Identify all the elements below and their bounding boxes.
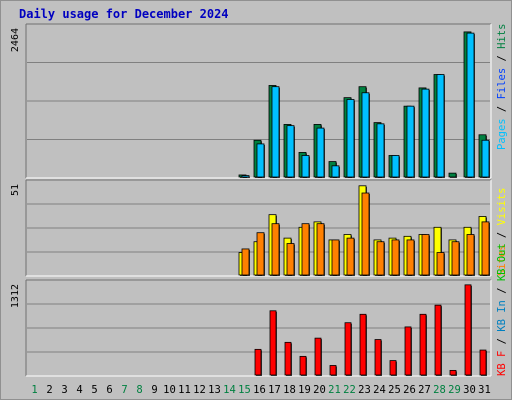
bar-pages-day-25 <box>391 155 400 178</box>
bar-kbf-day-23 <box>359 313 367 376</box>
x-tick-label-day-30: 30 <box>463 384 476 396</box>
bar-sites-day-22 <box>346 237 355 276</box>
bar-sites-day-28 <box>436 252 445 276</box>
bar-sites-day-31 <box>481 221 490 276</box>
bar-sites-day-20 <box>316 223 325 276</box>
bar-kbf-day-22 <box>344 322 352 376</box>
bar-kbf-day-29 <box>449 369 457 376</box>
x-tick-label-day-14: 14 <box>223 384 236 396</box>
bar-kbf-day-17 <box>269 310 277 376</box>
x-tick-label-day-16: 16 <box>253 384 266 396</box>
bar-pages-day-28 <box>436 74 445 178</box>
bar-pages-day-23 <box>361 92 370 178</box>
bar-pages-day-19 <box>301 155 310 178</box>
bar-sites-day-27 <box>421 234 430 276</box>
bar-sites-day-15 <box>241 248 250 276</box>
bar-kbf-day-24 <box>374 339 382 376</box>
bar-sites-day-23 <box>361 192 370 276</box>
x-tick-label-day-1: 1 <box>31 384 37 396</box>
x-tick-label-day-10: 10 <box>163 384 176 396</box>
x-tick-label-day-23: 23 <box>358 384 371 396</box>
x-tick-label-day-25: 25 <box>388 384 401 396</box>
x-tick-label-day-9: 9 <box>151 384 157 396</box>
bar-pages-day-18 <box>286 125 295 178</box>
x-tick-label-day-8: 8 <box>136 384 142 396</box>
bar-sites-day-16 <box>256 232 265 276</box>
x-tick-label-day-26: 26 <box>403 384 416 396</box>
x-tick-label-day-15: 15 <box>238 384 251 396</box>
x-tick-label-day-6: 6 <box>106 384 112 396</box>
x-tick-label-day-2: 2 <box>46 384 52 396</box>
x-tick-label-day-22: 22 <box>343 384 356 396</box>
bar-sites-day-30 <box>466 234 475 276</box>
bar-kbf-day-25 <box>389 360 397 376</box>
bar-kbf-day-21 <box>329 365 337 376</box>
bar-sites-day-24 <box>376 241 385 276</box>
y-max-label: 1312 <box>10 284 21 308</box>
x-tick-label-day-12: 12 <box>193 384 206 396</box>
bar-pages-day-21 <box>331 165 340 178</box>
chart-title: Daily usage for December 2024 <box>19 7 229 21</box>
bar-kbf-day-28 <box>434 304 442 376</box>
x-tick-label-day-28: 28 <box>433 384 446 396</box>
bar-pages-day-22 <box>346 99 355 178</box>
x-tick-label-day-27: 27 <box>418 384 431 396</box>
x-tick-label-day-31: 31 <box>478 384 491 396</box>
bar-kbf-day-16 <box>254 348 262 376</box>
bar-sites-day-26 <box>406 239 415 276</box>
x-tick-label-day-17: 17 <box>268 384 281 396</box>
x-tick-label-day-24: 24 <box>373 384 386 396</box>
bar-kbf-day-27 <box>419 313 427 376</box>
legend-visits-sites: Sites / Visits <box>496 187 508 276</box>
bar-pages-day-27 <box>421 88 430 178</box>
y-max-label: 51 <box>10 184 21 196</box>
bar-pages-day-17 <box>271 86 280 178</box>
x-tick-label-day-21: 21 <box>328 384 341 396</box>
bar-pages-day-26 <box>406 105 415 178</box>
bar-pages-day-30 <box>466 32 475 178</box>
bar-sites-day-17 <box>271 223 280 276</box>
x-tick-label-day-29: 29 <box>448 384 461 396</box>
bar-sites-day-25 <box>391 239 400 276</box>
bar-kbf-day-20 <box>314 337 322 376</box>
bar-kbf-day-18 <box>284 341 292 376</box>
x-tick-label-day-3: 3 <box>61 384 67 396</box>
bar-sites-day-18 <box>286 243 295 276</box>
x-tick-label-day-20: 20 <box>313 384 326 396</box>
bar-pages-day-31 <box>481 139 490 178</box>
bar-sites-day-21 <box>331 239 340 276</box>
x-tick-label-day-19: 19 <box>298 384 311 396</box>
bar-pages-day-20 <box>316 127 325 178</box>
bar-kbf-day-26 <box>404 326 412 376</box>
bar-sites-day-19 <box>301 223 310 276</box>
y-max-label: 2464 <box>10 28 21 52</box>
bar-pages-day-15 <box>241 175 250 178</box>
x-tick-label-day-4: 4 <box>76 384 82 396</box>
x-tick-label-day-18: 18 <box>283 384 296 396</box>
x-tick-label-day-7: 7 <box>121 384 127 396</box>
legend-hits-files-pages: Pages / Files / Hits <box>496 24 508 150</box>
bar-hits-day-29 <box>448 172 457 178</box>
bar-kbf-day-31 <box>479 349 487 376</box>
x-tick-label-day-5: 5 <box>91 384 97 396</box>
bar-pages-day-24 <box>376 123 385 178</box>
bar-pages-day-16 <box>256 143 265 178</box>
bar-kbf-day-19 <box>299 355 307 376</box>
x-tick-label-day-11: 11 <box>178 384 191 396</box>
legend-kbf-kbin-kbout: KB F / KB In / KB Out <box>496 243 508 376</box>
x-tick-label-day-13: 13 <box>208 384 221 396</box>
bar-sites-day-29 <box>451 241 460 276</box>
bar-kbf-day-30 <box>464 284 472 376</box>
